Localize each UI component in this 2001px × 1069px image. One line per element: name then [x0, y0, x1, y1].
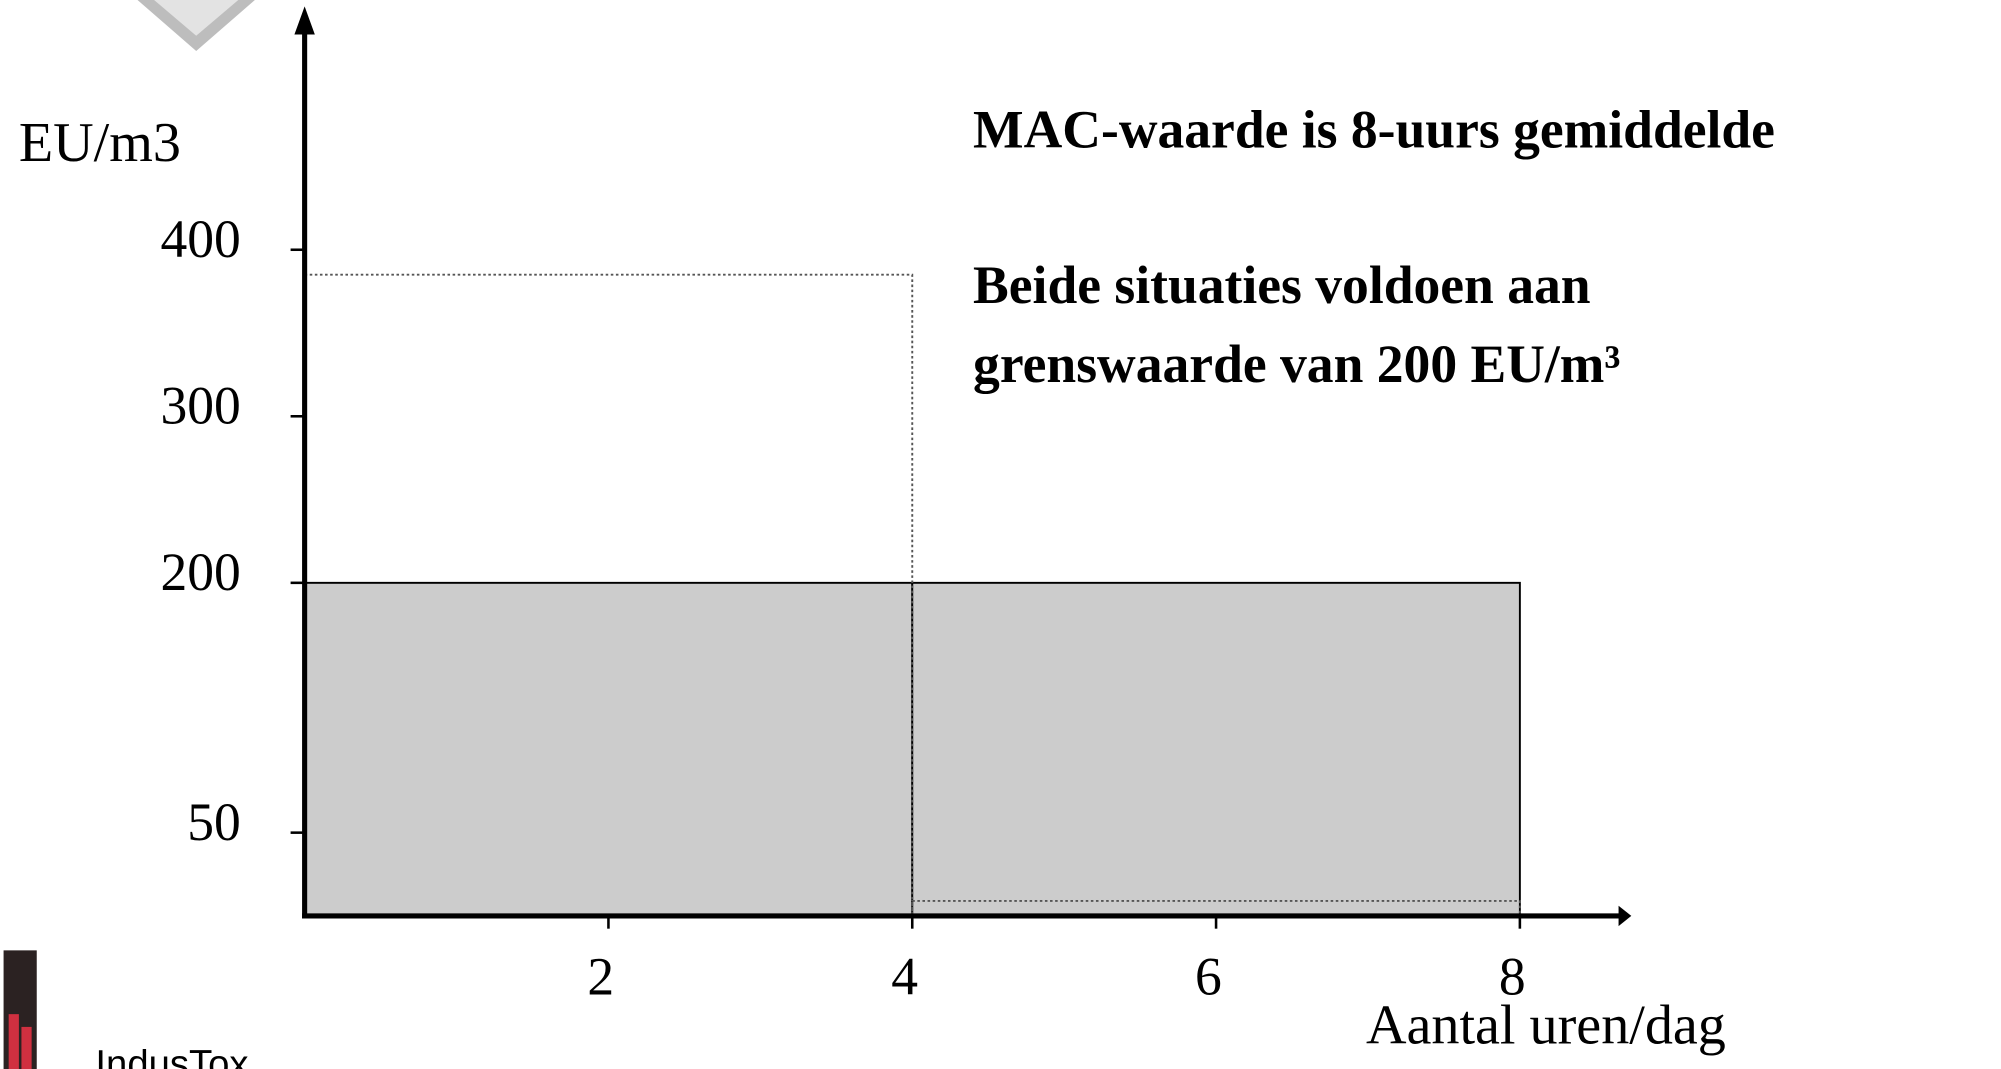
- step-bar: [912, 583, 1520, 916]
- x-axis-label: Aantal uren/dag: [1366, 995, 1726, 1057]
- logo-mark: [9, 1014, 19, 1069]
- x-axis-arrow: [1619, 906, 1632, 926]
- logo-text: IndusTox: [95, 1043, 248, 1069]
- logo-mark: [4, 950, 37, 1069]
- y-tick-label: 200: [161, 542, 241, 602]
- x-tick-label: 8: [1499, 947, 1526, 1007]
- step-bar: [305, 583, 913, 916]
- logo-mark: [21, 1027, 31, 1069]
- y-axis-label: EU/m3: [19, 112, 181, 174]
- annotation: grenswaarde van 200 EU/m³: [973, 334, 1620, 394]
- x-tick-label: 4: [891, 947, 918, 1007]
- annotation: MAC-waarde is 8-uurs gemiddelde: [973, 100, 1775, 160]
- y-tick-label: 300: [161, 375, 241, 435]
- y-tick-label: 400: [161, 209, 241, 269]
- y-tick-label: 50: [187, 792, 241, 852]
- y-axis-arrow: [294, 6, 314, 34]
- x-tick-label: 2: [587, 947, 614, 1007]
- page: IndusTox EU/m3 Aantal uren/dag MAC-waard…: [0, 0, 2001, 1069]
- x-tick-label: 6: [1195, 947, 1222, 1007]
- annotation: Beide situaties voldoen aan: [973, 255, 1591, 315]
- slide: IndusTox EU/m3 Aantal uren/dag MAC-waard…: [0, 0, 2001, 1069]
